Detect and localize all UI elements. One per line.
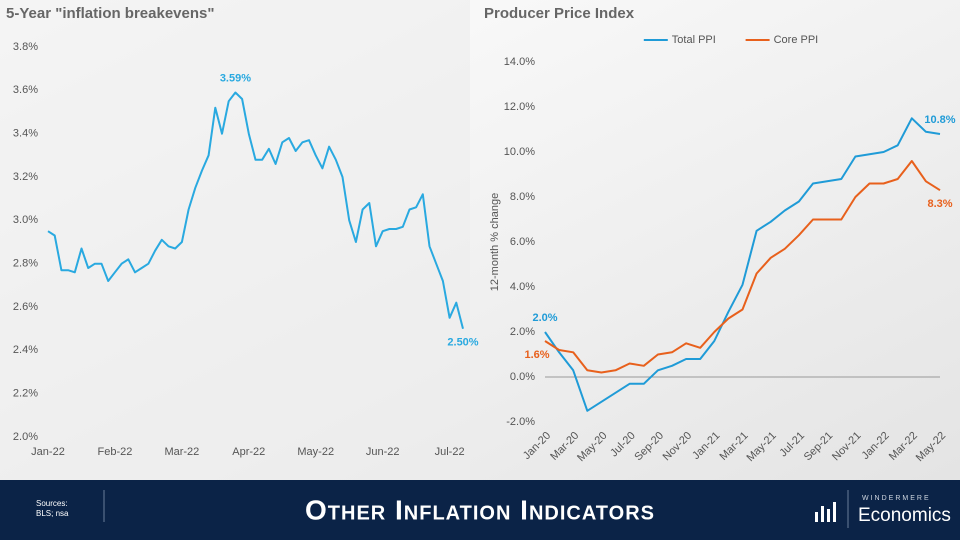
legend-label: Core PPI [774, 34, 819, 46]
brand-sub: Economics [858, 505, 951, 526]
y-tick-label: 12.0% [504, 101, 535, 113]
footer-bar [0, 480, 960, 540]
y-tick-label: -2.0% [506, 416, 535, 428]
y-tick-label: 2.0% [13, 431, 38, 443]
y-tick-label: 6.0% [510, 236, 535, 248]
y-axis-label: 12-month % change [489, 193, 501, 291]
data-label: 10.8% [924, 114, 955, 126]
sources: BLS; nsa [36, 509, 69, 518]
data-label: 3.59% [220, 72, 251, 84]
legend-label: Total PPI [672, 34, 716, 46]
chart-title: Producer Price Index [484, 5, 635, 22]
left-panel [0, 0, 470, 480]
chart-title: 5-Year "inflation breakevens" [6, 5, 214, 22]
y-tick-label: 3.4% [13, 128, 38, 140]
y-tick-label: 2.0% [510, 326, 535, 338]
series-line [544, 117, 941, 412]
y-tick-label: 4.0% [510, 281, 535, 293]
y-tick-label: 14.0% [504, 56, 535, 68]
data-label: 2.50% [447, 337, 478, 349]
series-line [544, 160, 941, 374]
data-label: 2.0% [532, 312, 557, 324]
x-tick-label: Feb-22 [98, 446, 133, 458]
sources-title: Sources: [36, 499, 68, 508]
x-tick-label: Jun-22 [366, 446, 400, 458]
y-tick-label: 3.8% [13, 41, 38, 53]
y-tick-label: 0.0% [510, 371, 535, 383]
charts: 5-Year "inflation breakevens" 2.0% 2.2% 2.4… [6, 5, 956, 464]
slide-title: Other Inflation Indicators [305, 494, 655, 525]
data-label: 1.6% [524, 349, 549, 361]
y-tick-label: 3.0% [13, 214, 38, 226]
y-tick-label: 2.2% [13, 388, 38, 400]
brand: WINDERMERE [862, 495, 931, 502]
x-tick-label: Apr-22 [232, 446, 265, 458]
y-tick-label: 2.8% [13, 258, 38, 270]
x-tick-label: Jan-22 [31, 446, 65, 458]
y-tick-label: 8.0% [510, 191, 535, 203]
y-tick-label: 10.0% [504, 146, 535, 158]
y-tick-label: 2.4% [13, 344, 38, 356]
x-tick-label: Jul-22 [435, 446, 465, 458]
x-tick-label: May-22 [297, 446, 334, 458]
x-tick-label: Mar-22 [164, 446, 199, 458]
series-line [47, 91, 464, 329]
y-tick-label: 3.6% [13, 84, 38, 96]
logo-icon [815, 502, 836, 522]
y-tick-label: 3.2% [13, 171, 38, 183]
y-tick-label: 2.6% [13, 301, 38, 313]
data-label: 8.3% [927, 198, 952, 210]
